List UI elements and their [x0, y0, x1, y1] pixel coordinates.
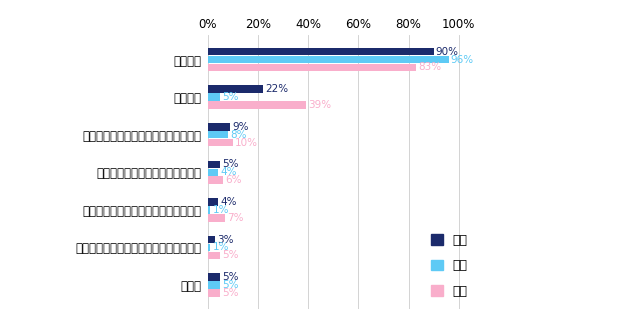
- Text: 5%: 5%: [222, 288, 239, 298]
- Text: 5%: 5%: [222, 250, 239, 260]
- Text: 83%: 83%: [418, 62, 441, 72]
- Text: 1%: 1%: [212, 242, 229, 252]
- Bar: [208, 131, 228, 138]
- Text: 39%: 39%: [307, 100, 331, 110]
- Bar: [208, 123, 231, 130]
- Bar: [208, 236, 215, 243]
- Text: 8%: 8%: [230, 130, 246, 140]
- Text: 22%: 22%: [265, 84, 288, 94]
- Bar: [208, 244, 210, 251]
- Text: 90%: 90%: [436, 47, 459, 57]
- Bar: [208, 273, 220, 281]
- Text: 10%: 10%: [235, 137, 258, 147]
- Bar: [208, 48, 433, 55]
- Text: 5%: 5%: [222, 92, 239, 102]
- Text: 96%: 96%: [450, 54, 474, 64]
- Bar: [208, 289, 220, 297]
- Bar: [208, 168, 218, 176]
- Text: 1%: 1%: [212, 205, 229, 215]
- Legend: 全体, 男性, 女性: 全体, 男性, 女性: [427, 229, 472, 303]
- Bar: [208, 161, 220, 168]
- Text: 9%: 9%: [232, 122, 249, 132]
- Text: 3%: 3%: [217, 234, 234, 244]
- Bar: [208, 251, 220, 259]
- Bar: [208, 56, 449, 63]
- Text: 7%: 7%: [227, 213, 244, 223]
- Text: 5%: 5%: [222, 272, 239, 282]
- Bar: [208, 281, 220, 289]
- Bar: [208, 101, 306, 109]
- Bar: [208, 176, 223, 184]
- Bar: [208, 64, 416, 71]
- Bar: [208, 206, 210, 213]
- Text: 4%: 4%: [220, 167, 236, 177]
- Bar: [208, 139, 233, 146]
- Text: 5%: 5%: [222, 280, 239, 290]
- Bar: [208, 198, 218, 206]
- Bar: [208, 93, 220, 101]
- Text: 6%: 6%: [225, 175, 241, 185]
- Text: 4%: 4%: [220, 197, 236, 207]
- Bar: [208, 85, 263, 93]
- Text: 5%: 5%: [222, 159, 239, 169]
- Bar: [208, 214, 226, 222]
